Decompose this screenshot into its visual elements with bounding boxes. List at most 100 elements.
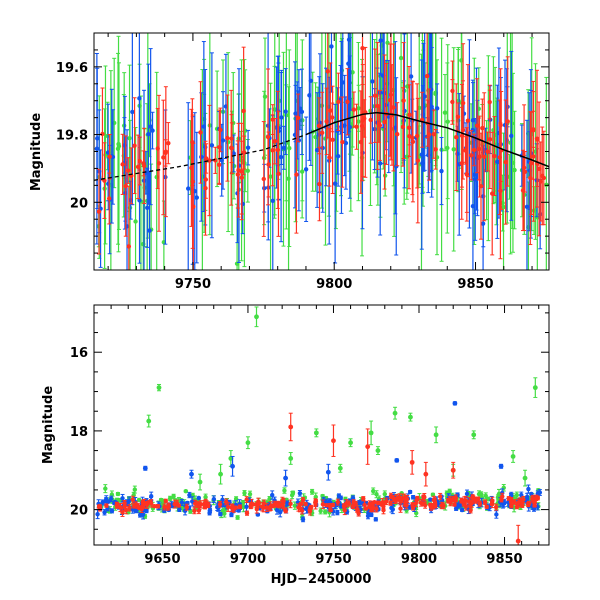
data-point-red (490, 131, 495, 256)
top-panel: 9750 9800 9850 19.6 19.8 20 Magnitude (29, 32, 550, 292)
data-point-red (270, 114, 275, 187)
data-point-red (477, 500, 483, 507)
data-point-red (540, 126, 545, 226)
x-tick-label: 9850 (457, 277, 493, 292)
x-tick-label: 9750 (175, 277, 211, 292)
data-point-blue (270, 490, 275, 500)
data-point-blue (439, 136, 444, 206)
data-point-blue (335, 509, 340, 516)
data-point-red (534, 69, 540, 208)
data-point-red (526, 500, 532, 506)
data-point-blue (373, 517, 378, 522)
data-point-red (426, 88, 432, 181)
data-point-green (287, 49, 292, 248)
data-point-red (462, 496, 467, 506)
data-point-red (163, 498, 168, 504)
data-point-red (360, 64, 365, 177)
data-point-red (276, 110, 281, 237)
data-point-red (407, 84, 412, 146)
data-point-blue (94, 53, 100, 245)
data-point-red (487, 84, 492, 120)
x-tick-label: 9850 (486, 552, 522, 567)
data-point-red (355, 508, 360, 513)
data-point-green (322, 509, 328, 515)
data-point-red (460, 43, 466, 163)
data-point-blue (109, 508, 115, 514)
data-point-blue (428, 497, 433, 502)
data-point-blue (179, 498, 185, 507)
y-tick-label: 20 (70, 504, 88, 519)
data-point-red (313, 498, 318, 507)
data-point-blue (120, 493, 125, 503)
data-point-red (431, 109, 437, 159)
data-point-red (229, 114, 234, 164)
data-point-red (484, 504, 489, 510)
data-point-red (422, 501, 428, 509)
data-point-green (247, 490, 253, 498)
data-point-red (503, 99, 508, 225)
data-point-red (225, 94, 230, 182)
data-point-red (96, 168, 102, 255)
outlier-point-green (288, 452, 294, 465)
data-point-blue (196, 495, 201, 501)
data-point-blue (501, 499, 507, 506)
data-point-red (203, 140, 208, 236)
data-point-blue (332, 103, 338, 264)
data-point-blue (110, 109, 116, 205)
model-curve-dashed (94, 133, 307, 181)
data-point-blue (201, 41, 207, 213)
data-point-red (130, 495, 135, 504)
data-point-green (132, 485, 138, 494)
data-point-red (489, 501, 495, 506)
data-point-blue (410, 495, 416, 500)
data-point-red (225, 502, 231, 512)
data-point-red (388, 43, 393, 157)
data-point-red (217, 500, 223, 508)
outlier-point-green (471, 430, 477, 440)
data-point-blue (106, 499, 111, 504)
outlier-point-green (218, 463, 223, 485)
data-point-blue (207, 510, 212, 516)
data-point-red (139, 505, 144, 513)
data-point-red (319, 91, 325, 174)
data-point-red (165, 503, 170, 511)
data-point-red (468, 502, 473, 508)
data-point-green (286, 86, 291, 270)
data-point-red (237, 504, 243, 510)
data-point-red (123, 505, 129, 515)
data-point-blue (393, 41, 398, 215)
data-point-red (476, 117, 482, 181)
data-point-red (493, 503, 499, 511)
data-point-blue (537, 489, 543, 496)
bottom-axis-ticks (93, 305, 549, 545)
data-point-red (381, 506, 386, 515)
data-point-red (198, 81, 203, 184)
data-point-blue (209, 52, 215, 239)
data-point-green (544, 76, 549, 270)
outlier-point-blue (230, 455, 235, 477)
data-point-blue (314, 92, 320, 208)
data-point-red (354, 103, 359, 150)
bottom-data-points (95, 306, 543, 545)
data-point-red (155, 504, 161, 509)
data-point-blue (459, 507, 465, 513)
data-point-red (441, 502, 446, 510)
data-point-blue (229, 512, 234, 518)
data-point-red (192, 507, 197, 515)
data-point-green (183, 488, 189, 494)
data-point-red (508, 498, 514, 507)
data-point-red (330, 85, 335, 195)
data-point-blue (194, 131, 199, 264)
data-point-red (281, 497, 286, 505)
data-point-red (351, 91, 357, 128)
data-point-blue (495, 84, 500, 239)
data-point-red (156, 94, 162, 232)
data-point-blue (102, 509, 107, 516)
data-point-blue (211, 495, 217, 504)
data-point-red (107, 133, 112, 180)
data-point-red (351, 499, 356, 505)
data-point-blue (422, 33, 427, 171)
data-point-blue (429, 47, 434, 172)
data-point-red (324, 502, 329, 508)
